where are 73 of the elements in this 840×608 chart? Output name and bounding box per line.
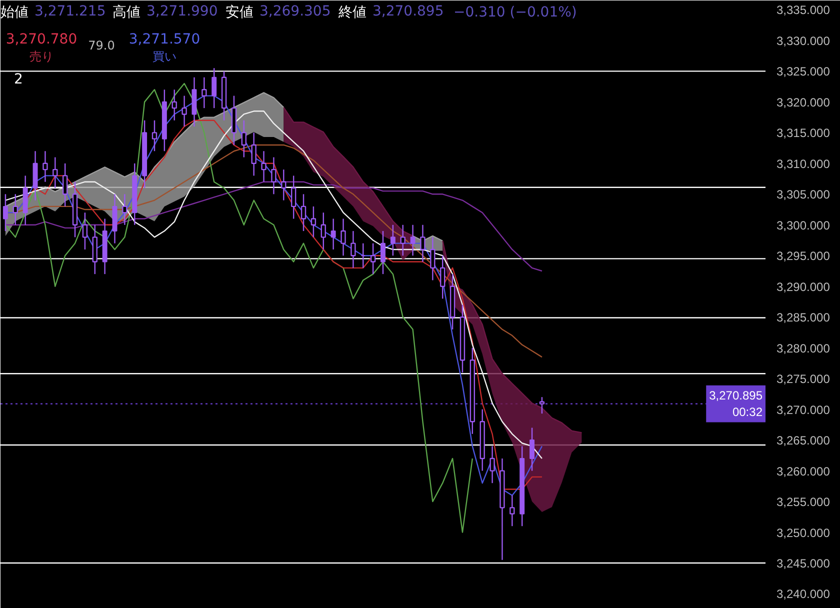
annotation: 2 <box>14 72 23 88</box>
candlestick <box>52 156 58 189</box>
candlestick <box>42 150 48 182</box>
candlestick <box>539 396 545 414</box>
y-tick-label: 3,325.000 <box>776 64 830 79</box>
candlestick <box>340 218 346 256</box>
annotation: 79.0 <box>88 38 115 52</box>
annotation: 売り <box>30 50 54 64</box>
y-tick-label: 3,270.000 <box>776 402 830 417</box>
y-tick-label: 3,280.000 <box>776 341 830 356</box>
candlestick <box>510 494 515 527</box>
annotation: 3,270.780 <box>6 32 78 48</box>
candlestick <box>2 194 8 232</box>
line-series <box>4 82 474 533</box>
candlestick <box>400 224 406 256</box>
y-tick-label: 3,300.000 <box>776 218 830 232</box>
annotation: 安値 <box>226 4 254 20</box>
candlestick <box>62 162 68 208</box>
candlestick <box>122 194 128 226</box>
y-tick-label: 3,335.000 <box>776 3 830 18</box>
y-tick-label: 3,305.000 <box>776 188 830 202</box>
y-tick-label: 3,330.000 <box>776 34 830 48</box>
y-tick-label: 3,320.000 <box>776 95 830 110</box>
annotation: 3,271.215 <box>34 4 106 20</box>
candlestick <box>271 156 276 195</box>
annotation: 買い <box>152 50 176 64</box>
candlestick <box>320 212 326 250</box>
y-tick-label: 3,255.000 <box>776 495 830 510</box>
annotation: 高値 <box>112 4 140 20</box>
annotation: 3,271.990 <box>146 4 218 20</box>
candlestick <box>530 427 535 472</box>
candlestick <box>152 120 158 152</box>
annotation: −0.310 (−0.01%) <box>454 4 577 20</box>
candlestick <box>290 175 296 220</box>
candlestick <box>261 150 266 182</box>
annotation: 始値 <box>0 4 28 20</box>
y-tick-label: 3,285.000 <box>776 310 830 325</box>
candlestick <box>172 89 177 121</box>
candlestick <box>490 446 495 484</box>
candlestick <box>251 132 256 176</box>
y-tick-label: 3,265.000 <box>776 434 830 448</box>
annotation: 終値 <box>338 4 366 20</box>
y-tick-label: 3,250.000 <box>776 526 830 540</box>
candlestick <box>212 68 217 109</box>
y-tick-label: 3,275.000 <box>776 372 830 386</box>
y-tick-label: 3,240.000 <box>776 587 830 602</box>
annotation: 3,271.570 <box>128 32 200 48</box>
candlestick <box>380 230 386 275</box>
y-tick-label: 3,295.000 <box>776 249 830 264</box>
y-tick-label: 3,315.000 <box>776 126 830 140</box>
candlestick <box>350 230 356 269</box>
y-tick-label: 3,245.000 <box>776 556 830 571</box>
candlestick <box>241 120 246 158</box>
y-tick-label: 3,310.000 <box>776 156 830 171</box>
candlestick <box>430 236 436 281</box>
candlestick <box>281 168 286 201</box>
candlestick <box>420 224 426 262</box>
candlestick <box>410 224 416 256</box>
ref-line-label: 3,270.895 00:32 <box>709 388 763 420</box>
candlestick <box>440 255 446 300</box>
candlestick <box>300 194 306 232</box>
candlestick <box>330 218 336 250</box>
candlestick <box>182 95 187 128</box>
candlestick <box>390 224 396 256</box>
candlestick <box>12 194 18 226</box>
candlestick <box>370 242 376 275</box>
candlestick <box>82 212 88 250</box>
annotation: 3,270.895 <box>372 4 444 20</box>
y-tick-label: 3,290.000 <box>776 280 830 294</box>
candlestick <box>202 76 207 109</box>
y-tick-label: 3,260.000 <box>776 464 830 478</box>
annotation: 3,269.305 <box>260 4 331 20</box>
candlestick <box>310 206 316 238</box>
